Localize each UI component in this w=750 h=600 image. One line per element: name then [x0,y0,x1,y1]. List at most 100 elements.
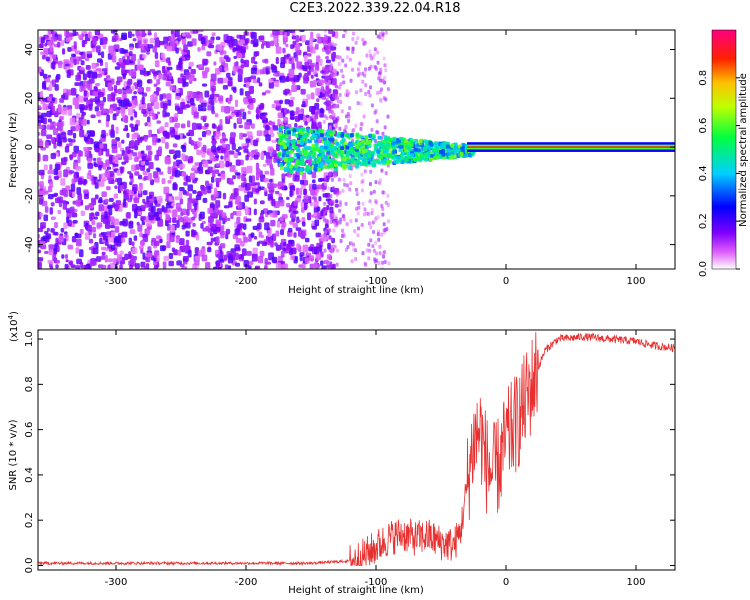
heatmap-cell [345,124,349,129]
heatmap-cell [336,99,340,104]
heatmap-cell [71,151,77,158]
heatmap-cell [347,119,351,124]
heatmap-cell [111,145,118,154]
heatmap-cell [428,157,433,162]
heatmap-cell [282,145,287,150]
heatmap-cell [310,189,316,196]
heatmap-cell [86,224,92,232]
heatmap-cell [310,74,314,79]
heatmap-cell [40,147,46,151]
heatmap-cell [201,45,206,51]
heatmap-cell [152,135,158,143]
heatmap-cell [129,264,133,269]
heatmap-cell [226,217,231,222]
heatmap-cell [86,53,93,59]
heatmap-cell [135,164,141,170]
heatmap-cell [258,82,263,87]
heatmap-cell [180,123,186,129]
heatmap-cell [294,257,298,261]
heatmap-cell [286,203,291,208]
heatmap-cell [308,246,314,252]
heatmap-cell [94,30,99,35]
heatmap-cell [224,264,229,269]
heatmap-cell [345,55,349,60]
heatmap-cell [306,94,311,100]
heatmap-cell [253,139,258,147]
heatmap-cell [185,230,190,237]
heatmap-cell [196,123,202,130]
heatmap-cell [253,39,259,47]
heatmap-cell [335,248,339,253]
heatmap-cell [225,144,230,151]
heatmap-cell [53,142,57,149]
heatmap-cell [64,146,70,153]
heatmap-cell [145,159,149,166]
heatmap-cell [240,64,245,69]
heatmap-cell [215,200,221,208]
heatmap-cell [113,33,119,41]
heatmap-cell [264,222,270,231]
heatmap-cell [354,218,358,223]
heatmap-cell [106,186,111,191]
colorbar-tick-label: 0.4 [698,165,709,181]
heatmap-cell [49,181,54,188]
heatmap-cell [329,219,333,224]
heatmap-cell [299,141,304,146]
heatmap-cell [299,179,305,185]
heatmap-cell [128,237,132,246]
heatmap-cell [215,36,221,41]
heatmap-cell [175,96,181,100]
heatmap-cell [98,204,104,212]
heatmap-cell [289,185,296,192]
heatmap-cell [310,136,315,141]
heatmap-cell [340,150,345,155]
heatmap-cell [91,197,97,206]
heatmap-cell [200,37,206,44]
heatmap-cell [107,258,113,263]
snr-x-tick-label: -200 [235,577,258,588]
heatmap-cell [84,149,90,158]
heatmap-cell [313,200,319,208]
heatmap-cell [243,223,247,230]
heatmap-cell [110,244,116,251]
heatmap-cell [51,105,56,114]
heatmap-cell [191,208,195,215]
heatmap-cell [189,193,193,201]
heatmap-cell [328,74,332,79]
heatmap-cell [47,118,52,123]
heatmap-cell [304,40,311,46]
heatmap-cell [76,258,82,265]
heatmap-cell [368,199,372,204]
heatmap-cell [140,247,144,254]
heatmap-cell [245,138,251,143]
heatmap-cell [355,206,359,211]
heatmap-cell [337,85,341,90]
heatmap-cell [247,238,252,242]
heatmap-cell [329,164,334,169]
heatmap-cell [113,193,119,199]
heatmap-cell [259,186,265,191]
heatmap-cell [182,189,187,195]
heatmap-cell [363,207,367,212]
heatmap-cell [250,181,256,187]
heatmap-cell [235,148,240,153]
heatmap-cell [349,78,353,83]
heatmap-cell [307,196,312,204]
heatmap-cell [215,236,220,244]
heatmap-cell [251,253,258,262]
heatmap-cell [213,61,217,66]
heatmap-cell [267,182,273,189]
heatmap-cell [54,222,58,229]
heatmap-cell [300,231,306,239]
heatmap-cell [197,104,203,112]
heatmap-cell [361,139,366,144]
heatmap-cell [239,108,245,113]
heatmap-cell [65,259,69,263]
heatmap-cell [283,242,287,247]
heatmap-cell [360,188,364,193]
heatmap-cell [446,152,451,157]
heatmap-cell [152,114,156,121]
heatmap-cell [75,74,82,82]
heatmap-cell [357,205,361,210]
heatmap-cell [268,196,274,200]
